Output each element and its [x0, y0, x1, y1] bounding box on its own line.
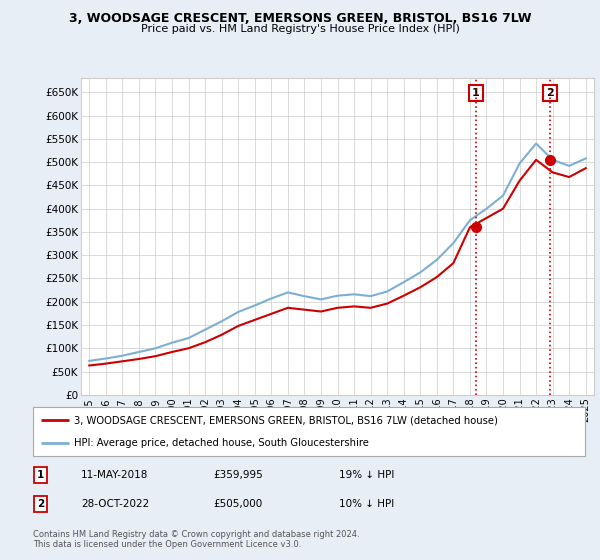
- Text: 11-MAY-2018: 11-MAY-2018: [81, 470, 148, 480]
- Text: 3, WOODSAGE CRESCENT, EMERSONS GREEN, BRISTOL, BS16 7LW (detached house): 3, WOODSAGE CRESCENT, EMERSONS GREEN, BR…: [74, 416, 498, 426]
- Text: 3, WOODSAGE CRESCENT, EMERSONS GREEN, BRISTOL, BS16 7LW: 3, WOODSAGE CRESCENT, EMERSONS GREEN, BR…: [69, 12, 531, 25]
- Text: 2: 2: [546, 87, 554, 97]
- Text: 1: 1: [37, 470, 44, 480]
- Text: 2: 2: [37, 499, 44, 509]
- Text: Price paid vs. HM Land Registry's House Price Index (HPI): Price paid vs. HM Land Registry's House …: [140, 24, 460, 34]
- Text: £505,000: £505,000: [213, 499, 262, 509]
- Text: 19% ↓ HPI: 19% ↓ HPI: [339, 470, 394, 480]
- Text: HPI: Average price, detached house, South Gloucestershire: HPI: Average price, detached house, Sout…: [74, 438, 369, 448]
- Text: 1: 1: [472, 87, 480, 97]
- Text: 28-OCT-2022: 28-OCT-2022: [81, 499, 149, 509]
- Text: £359,995: £359,995: [213, 470, 263, 480]
- Text: Contains HM Land Registry data © Crown copyright and database right 2024.
This d: Contains HM Land Registry data © Crown c…: [33, 530, 359, 549]
- Text: 10% ↓ HPI: 10% ↓ HPI: [339, 499, 394, 509]
